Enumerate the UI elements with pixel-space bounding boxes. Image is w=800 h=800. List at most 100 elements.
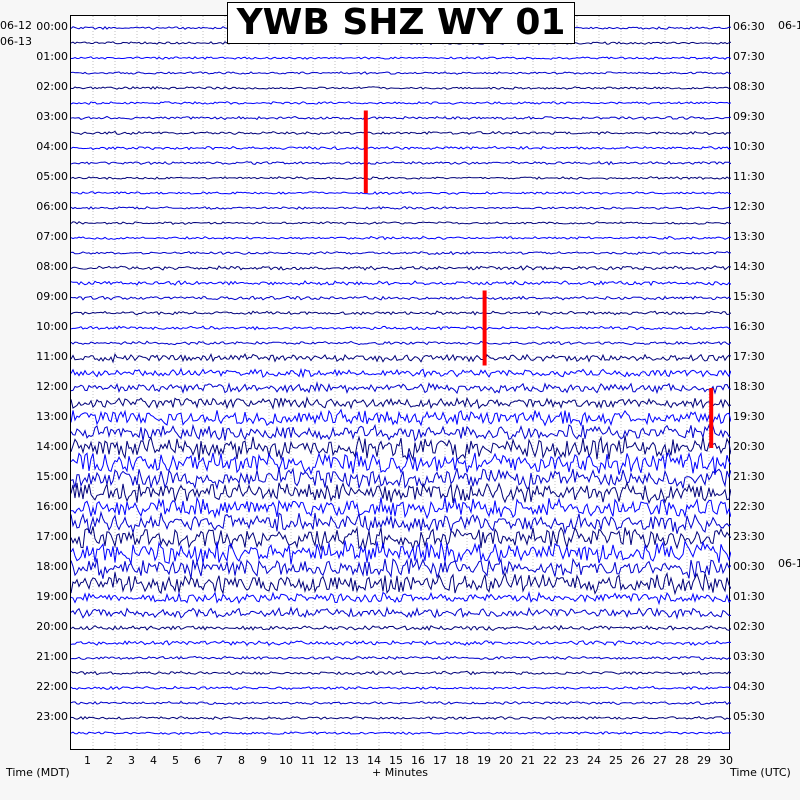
chart-title: YWB SHZ WY 01 [227,2,575,44]
x-tick-label: 9 [260,754,267,767]
left-hour-label: 21:00 [36,650,68,663]
right-hour-label: 06:30 [733,20,765,33]
x-tick-label: 12 [323,754,337,767]
trace-row [71,670,731,676]
x-tick-label: 10 [279,754,293,767]
plot-area [70,15,731,751]
right-hour-label: 12:30 [733,200,765,213]
x-tick-label: 6 [194,754,201,767]
right-hour-label: 03:30 [733,650,765,663]
trace-row [71,557,731,579]
trace-row [71,71,731,75]
x-tick-label: 18 [455,754,469,767]
x-tick-label: 14 [367,754,381,767]
right-hour-label: 10:30 [733,140,765,153]
right-hour-label: 02:30 [733,620,765,633]
trace-row [71,435,731,462]
trace-row [71,265,731,271]
left-axis-label: Time (MDT) [6,766,70,779]
x-tick-label: 16 [411,754,425,767]
trace-row [71,590,731,606]
trace-row [71,606,731,620]
trace-row [71,685,731,691]
x-tick-label: 1 [84,754,91,767]
trace-row [71,481,731,505]
trace-row [71,115,731,121]
left-hour-label: 09:00 [36,290,68,303]
right-hour-label: 08:30 [733,80,765,93]
trace-row [71,367,731,379]
trace-row [71,700,731,706]
trace-row [71,539,731,565]
left-date-label: 06-12 [0,19,32,32]
left-hour-label: 17:00 [36,530,68,543]
trace-row [71,624,731,632]
right-hour-label: 15:30 [733,290,765,303]
x-tick-label: 21 [521,754,535,767]
x-tick-label: 11 [301,754,315,767]
left-hour-label: 23:00 [36,710,68,723]
right-hour-label: 13:30 [733,230,765,243]
x-axis-label: + Minutes [372,766,429,779]
right-hour-label: 22:30 [733,500,765,513]
right-axis-label: Time (UTC) [730,766,791,779]
left-hour-label: 14:00 [36,440,68,453]
trace-row [71,340,731,346]
x-tick-label: 25 [609,754,623,767]
trace-row [71,571,731,596]
trace-row [71,176,731,180]
x-tick-label: 29 [697,754,711,767]
left-hour-label: 03:00 [36,110,68,123]
right-hour-label: 16:30 [733,320,765,333]
right-hour-label: 11:30 [733,170,765,183]
trace-row [71,130,731,136]
trace-row [71,510,731,535]
trace-row [71,310,731,316]
trace-row [71,396,731,410]
x-tick-label: 22 [543,754,557,767]
left-hour-label: 05:00 [36,170,68,183]
left-hour-label: 12:00 [36,380,68,393]
x-tick-label: 7 [216,754,223,767]
x-tick-label: 27 [653,754,667,767]
trace-row [71,655,731,661]
right-hour-label: 09:30 [733,110,765,123]
left-hour-label: 16:00 [36,500,68,513]
x-tick-label: 8 [238,754,245,767]
trace-row [71,408,731,427]
right-hour-label: 04:30 [733,680,765,693]
x-tick-label: 28 [675,754,689,767]
x-tick-label: 15 [389,754,403,767]
trace-row [71,56,731,60]
trace-row [71,715,731,721]
left-hour-label: 22:00 [36,680,68,693]
right-hour-label: 14:30 [733,260,765,273]
trace-row [71,85,731,90]
helicorder-traces [71,16,731,751]
left-hour-label: 15:00 [36,470,68,483]
left-hour-label: 20:00 [36,620,68,633]
right-hour-label: 00:30 [733,560,765,573]
trace-row [71,352,731,364]
right-hour-label: 05:30 [733,710,765,723]
trace-row [71,191,731,195]
right-hour-label: 21:30 [733,470,765,483]
x-tick-label: 13 [345,754,359,767]
left-hour-label: 06:00 [36,200,68,213]
x-tick-label: 20 [499,754,513,767]
x-tick-label: 17 [433,754,447,767]
right-hour-label: 07:30 [733,50,765,63]
right-date-label: 06-1 [778,19,800,32]
trace-row [71,295,731,301]
trace-row [71,451,731,476]
right-hour-label: 01:30 [733,590,765,603]
trace-row [71,221,731,225]
trace-row [71,640,731,647]
trace-row [71,280,731,287]
right-date-label: 06-1 [778,557,800,570]
right-hour-label: 23:30 [733,530,765,543]
trace-row [71,250,731,256]
left-hour-label: 10:00 [36,320,68,333]
x-tick-label: 19 [477,754,491,767]
left-hour-label: 11:00 [36,350,68,363]
